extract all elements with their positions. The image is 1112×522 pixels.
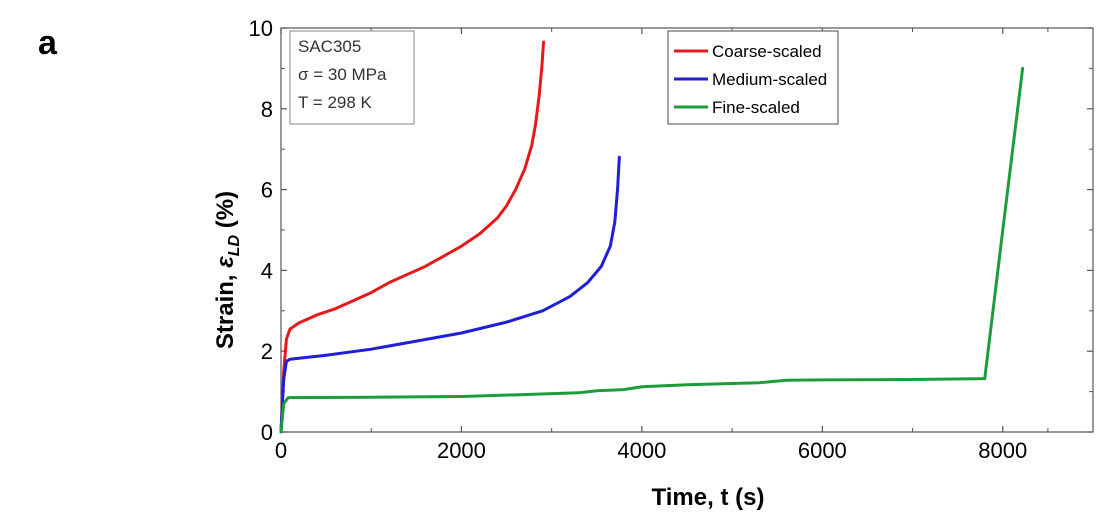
series-line-coarse-scaled — [279, 40, 546, 434]
series-line-fine-scaled — [279, 66, 1025, 434]
x-tick-label: 2000 — [437, 438, 486, 463]
y-tick-label: 0 — [261, 420, 273, 445]
annotation-box: SAC305 σ = 30 MPa T = 298 K — [289, 30, 415, 125]
y-tick-label: 6 — [261, 178, 273, 203]
legend-label-fine: Fine-scaled — [712, 98, 800, 117]
annotation-line-material: SAC305 — [298, 37, 361, 56]
y-axis-title-symbol: ε — [212, 256, 239, 268]
annotation-line-temperature: T = 298 K — [298, 93, 373, 112]
annotation-line-stress: σ = 30 MPa — [298, 65, 387, 84]
series-line-medium-scaled — [279, 155, 621, 434]
x-axis-title: Time, t (s) — [652, 484, 765, 511]
y-tick-label: 10 — [249, 16, 273, 41]
panel-label: a — [38, 24, 57, 62]
annotation-box-border — [289, 30, 415, 125]
y-tick-label: 2 — [261, 339, 273, 364]
y-tick-label: 8 — [261, 97, 273, 122]
x-tick-label: 0 — [275, 438, 287, 463]
y-axis-title: Strain, εLD (%) — [212, 191, 243, 349]
x-tick-label: 4000 — [617, 438, 666, 463]
x-tick-label: 6000 — [798, 438, 847, 463]
y-axis-title-subscript: LD — [226, 234, 243, 256]
legend: Coarse-scaled Medium-scaled Fine-scaled — [667, 30, 839, 125]
y-tick-label: 4 — [261, 258, 273, 283]
y-axis-title-suffix: (%) — [212, 191, 239, 235]
legend-label-coarse: Coarse-scaled — [712, 42, 822, 61]
y-axis-title-prefix: Strain, — [212, 268, 239, 349]
legend-label-medium: Medium-scaled — [712, 70, 827, 89]
x-tick-label: 8000 — [978, 438, 1027, 463]
